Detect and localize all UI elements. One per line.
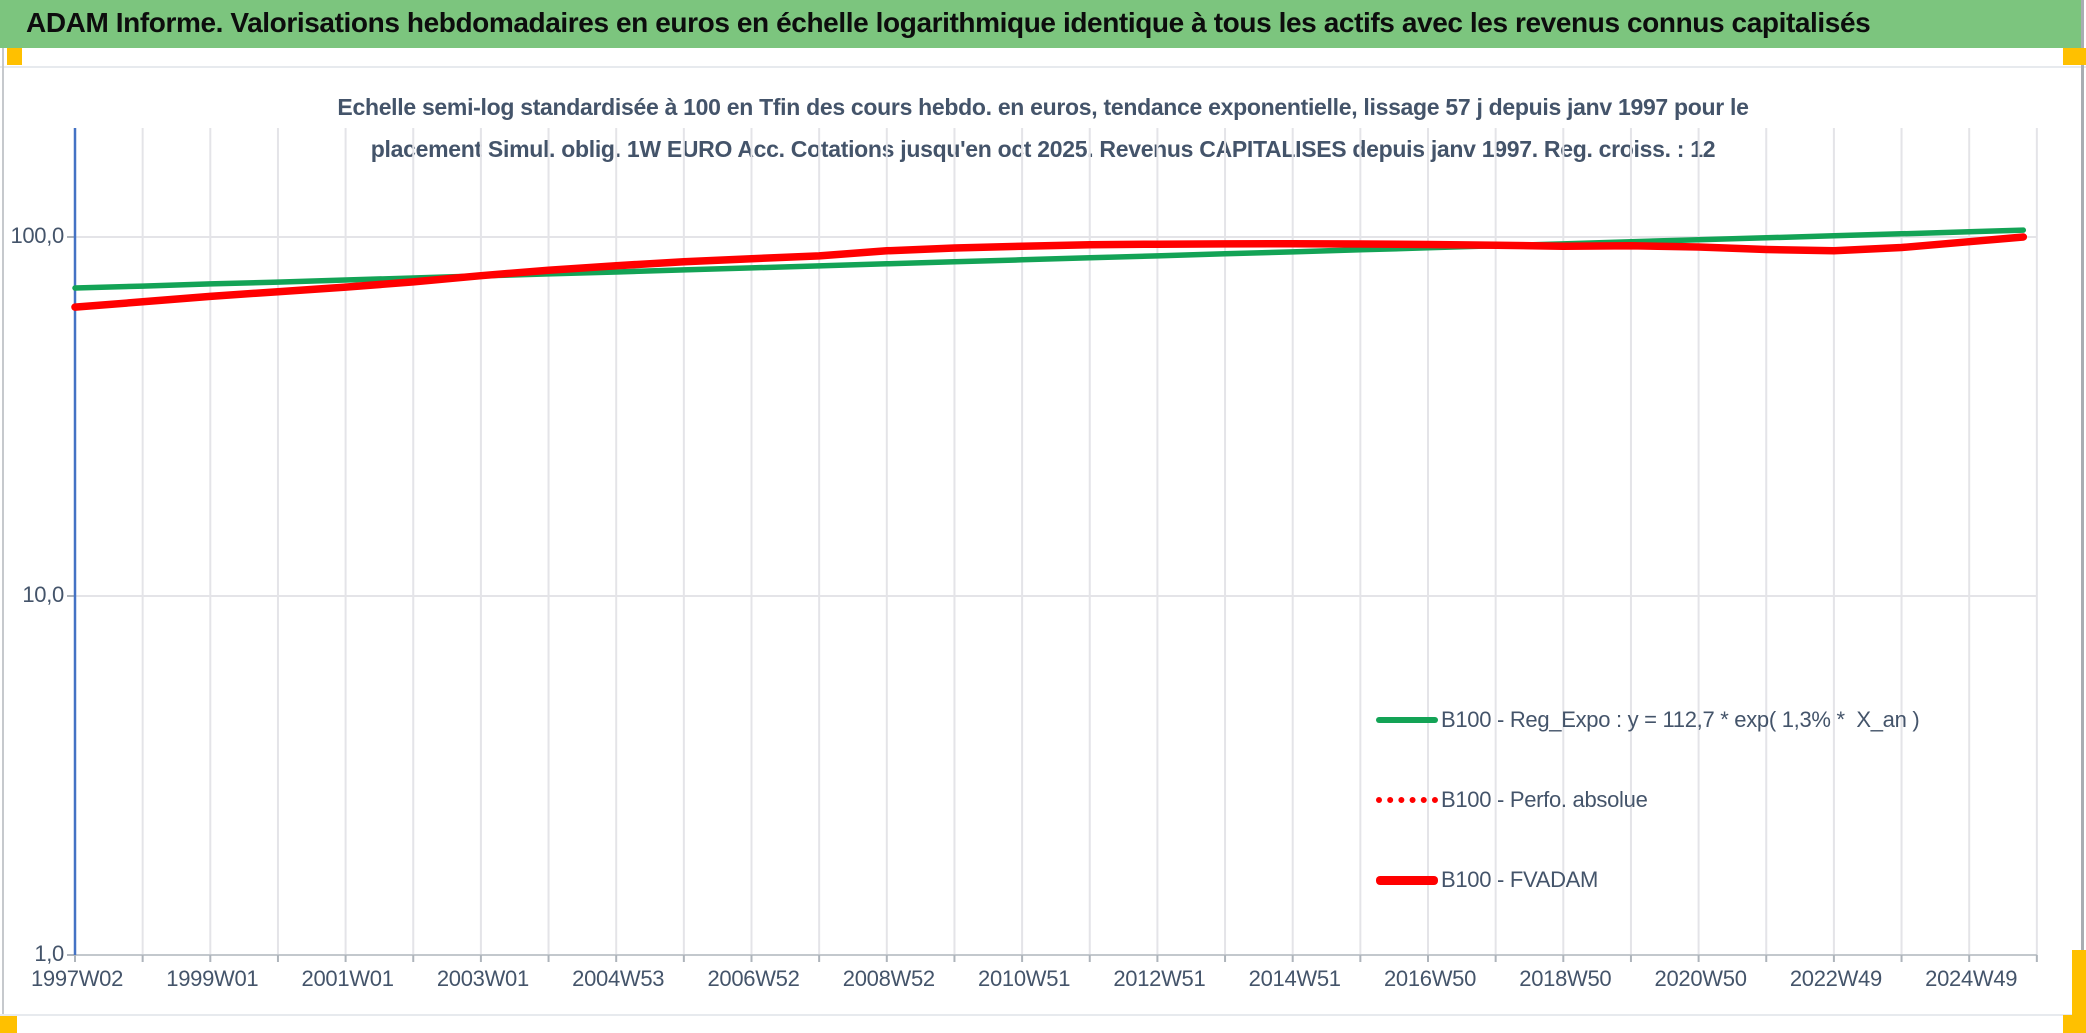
x-tick-label: 2001W01 [301, 966, 394, 991]
y-tick-label: 10,0 [22, 582, 64, 607]
x-tick-label: 2020W50 [1654, 966, 1747, 991]
chart-title: Echelle semi-log standardisée à 100 en T… [0, 86, 2086, 170]
page-border-right [2081, 0, 2084, 1015]
legend-label: B100 - Perfo. absolue [1441, 787, 1648, 812]
accent-strip-right [2072, 950, 2086, 1033]
x-tick-label: 2016W50 [1383, 966, 1477, 991]
accent-square-top-right [2063, 48, 2086, 65]
y-tick-label: 1,0 [34, 941, 64, 966]
x-tick-label: 2003W01 [436, 966, 529, 991]
x-tick-label: 2008W52 [842, 966, 935, 991]
legend-item-fvadam: B100 - FVADAM [1376, 863, 1919, 897]
divider-top [0, 66, 2086, 68]
legend-label: B100 - FVADAM [1441, 867, 1599, 892]
y-tick-label: 100,0 [10, 223, 64, 248]
series-line-2 [71, 233, 2028, 311]
x-tick-label: 2022W49 [1789, 966, 1882, 991]
accent-square-bottom-left [0, 1016, 17, 1033]
red-line-swatch-icon [1376, 875, 1438, 885]
x-tick-label: 2010W51 [978, 966, 1071, 991]
x-tick-label: 2024W49 [1925, 966, 2018, 991]
x-tick-label: 2014W51 [1248, 966, 1341, 991]
legend-item-perfo-absolue: B100 - Perfo. absolue [1376, 783, 1919, 817]
chart-title-line2: placement Simul. oblig. 1W EURO Acc. Cot… [370, 136, 1716, 162]
page-title: ADAM Informe. Valorisations hebdomadaire… [26, 7, 1871, 38]
divider-bottom [0, 1014, 2086, 1016]
x-tick-label: 1997W02 [30, 966, 124, 991]
accent-square-top-left [7, 48, 22, 65]
series-line-0 [72, 227, 2027, 291]
x-tick-label: 2004W53 [572, 966, 665, 991]
green-line-swatch-icon [1376, 717, 1438, 723]
header-bar: ADAM Informe. Valorisations hebdomadaire… [0, 0, 2081, 48]
legend-label: B100 - Reg_Expo : y = 112,7 * exp( 1,3% … [1441, 707, 1920, 732]
chart-title-line1: Echelle semi-log standardisée à 100 en T… [337, 94, 1749, 120]
x-tick-label: 2018W50 [1519, 966, 1612, 991]
x-tick-label: 2012W51 [1113, 966, 1206, 991]
x-tick-label: 1999W01 [166, 966, 259, 991]
chart-legend: B100 - Reg_Expo : y = 112,7 * exp( 1,3% … [1376, 703, 1920, 943]
page-border-left [2, 48, 4, 1014]
legend-item-reg-expo: B100 - Reg_Expo : y = 112,7 * exp( 1,3% … [1376, 703, 1920, 737]
red-dotted-line-swatch-icon [1376, 797, 1438, 803]
accent-square-bottom-right [2063, 1015, 2086, 1033]
x-tick-label: 2006W52 [707, 966, 800, 991]
